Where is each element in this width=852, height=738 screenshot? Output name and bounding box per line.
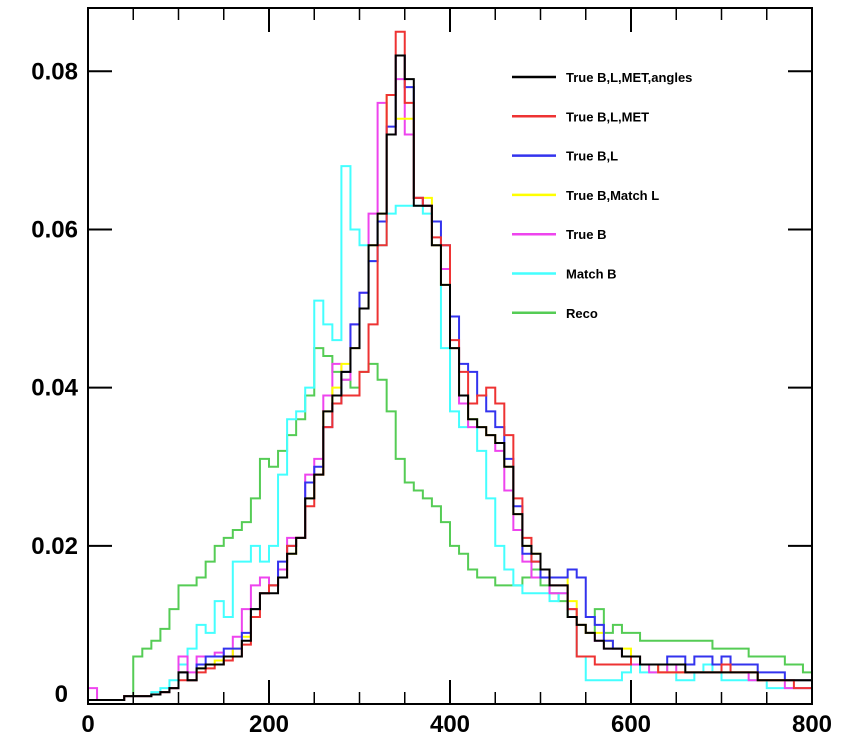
- legend: True B,L,MET,angles True B,L,MET True B,L T…: [512, 70, 692, 321]
- legend-label-2: True B,L: [566, 149, 618, 164]
- axis-layer: 0 0.02 0.04 0.06 0.08 0 200 400 600 800: [31, 8, 832, 738]
- y-tick-label: 0.02: [31, 533, 78, 560]
- y-tick-label: 0: [55, 681, 68, 708]
- y-tick-label: 0.06: [31, 216, 78, 243]
- x-tick-label: 0: [81, 711, 94, 738]
- series-layer: [87, 30, 812, 704]
- legend-label-4: True B: [566, 227, 606, 242]
- x-tick-label: 600: [611, 711, 651, 738]
- legend-label-1: True B,L,MET: [566, 109, 649, 124]
- series-line-0: [87, 54, 812, 704]
- x-tick-label: 800: [792, 711, 832, 738]
- legend-label-0: True B,L,MET,angles: [566, 70, 692, 85]
- x-tick-label: 200: [249, 711, 289, 738]
- legend-label-5: Match B: [566, 267, 617, 282]
- y-tick-label: 0.04: [31, 375, 78, 402]
- y-tick-label: 0.08: [31, 58, 78, 85]
- series-line-6: [87, 347, 812, 704]
- x-tick-label: 400: [430, 711, 470, 738]
- legend-label-3: True B,Match L: [566, 188, 659, 203]
- legend-label-6: Reco: [566, 306, 598, 321]
